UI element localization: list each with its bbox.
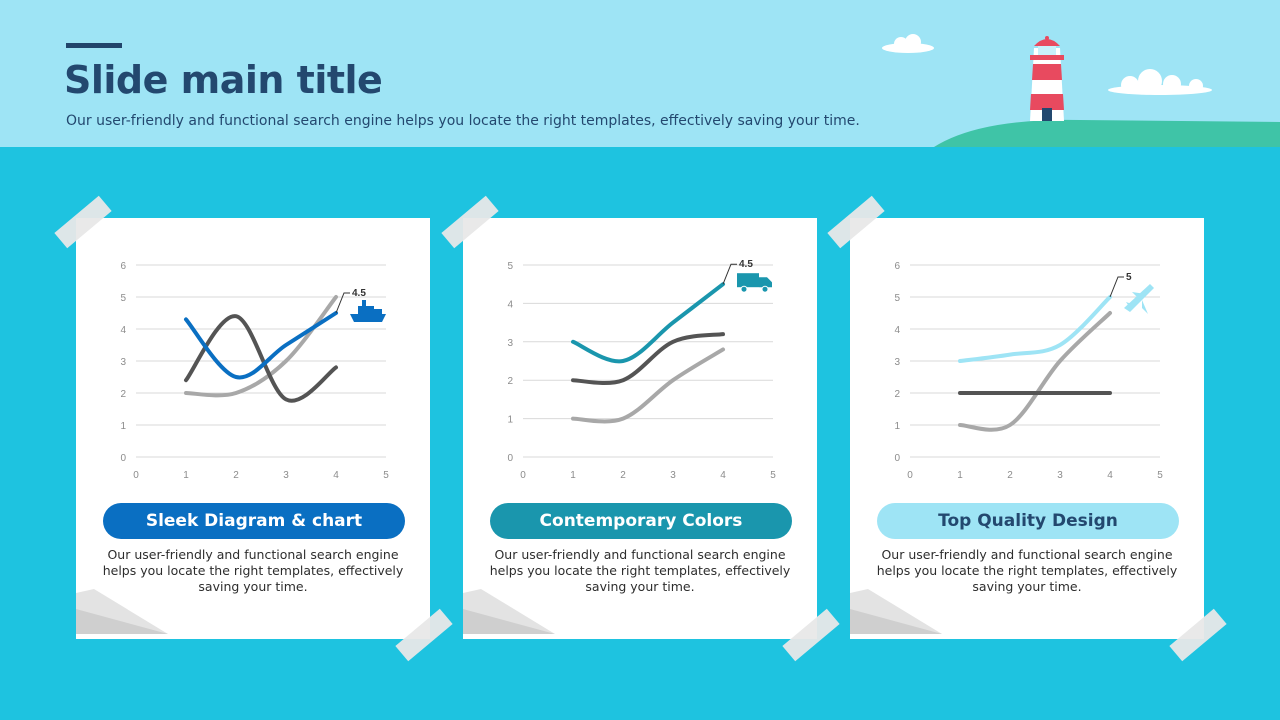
paper-curl xyxy=(76,589,168,634)
x-tick-label: 3 xyxy=(670,470,676,481)
y-tick-label: 2 xyxy=(894,389,900,400)
header-band: Slide main title Our user-friendly and f… xyxy=(0,0,1280,147)
lighthouse-icon xyxy=(1030,36,1064,121)
x-tick-label: 2 xyxy=(233,470,239,481)
x-tick-label: 0 xyxy=(520,470,526,481)
y-tick-label: 6 xyxy=(894,261,900,272)
card-contemporary-colors: 0 1 2 3 4 5 0 1 2 3 4 5 4.5 Contemporary Colors Our … xyxy=(463,218,817,639)
island-icon xyxy=(934,119,1280,147)
data-label: 4.5 xyxy=(352,288,366,299)
page-title: Slide main title xyxy=(64,58,383,102)
x-tick-label: 4 xyxy=(720,470,726,481)
series-line xyxy=(184,314,338,403)
paper-curl xyxy=(850,589,942,634)
cloud-icon xyxy=(1108,69,1212,95)
y-tick-label: 5 xyxy=(120,293,126,304)
card-description: Our user-friendly and functional search … xyxy=(876,547,1178,594)
card-title-pill: Contemporary Colors xyxy=(490,503,792,539)
title-accent-bar xyxy=(66,43,122,48)
y-tick-label: 6 xyxy=(120,261,126,272)
x-tick-label: 1 xyxy=(570,470,576,481)
airplane-icon xyxy=(1124,284,1154,314)
card-title: Contemporary Colors xyxy=(539,511,743,531)
x-tick-label: 1 xyxy=(183,470,189,481)
x-tick-label: 1 xyxy=(957,470,963,481)
paper-curl xyxy=(463,589,555,634)
cloud-icon xyxy=(882,34,934,53)
card-description: Our user-friendly and functional search … xyxy=(489,547,791,594)
ship-icon xyxy=(350,300,386,322)
x-tick-label: 4 xyxy=(333,470,339,481)
card-title: Sleek Diagram & chart xyxy=(145,511,363,531)
x-tick-label: 4 xyxy=(1107,470,1113,481)
y-tick-label: 5 xyxy=(894,293,900,304)
y-tick-label: 0 xyxy=(507,453,513,464)
x-tick-label: 2 xyxy=(620,470,626,481)
y-tick-label: 1 xyxy=(894,421,900,432)
page-subtitle: Our user-friendly and functional search … xyxy=(66,113,860,129)
x-tick-label: 3 xyxy=(283,470,289,481)
card-title-pill: Sleek Diagram & chart xyxy=(103,503,405,539)
x-tick-label: 5 xyxy=(770,470,776,481)
x-tick-label: 0 xyxy=(907,470,913,481)
y-tick-label: 0 xyxy=(120,453,126,464)
y-tick-label: 4 xyxy=(507,299,513,310)
y-tick-label: 2 xyxy=(120,389,126,400)
leader-line xyxy=(1109,276,1124,298)
card-title: Top Quality Design xyxy=(938,511,1118,531)
series-line xyxy=(958,295,1112,363)
data-label: 4.5 xyxy=(739,259,753,270)
x-tick-label: 2 xyxy=(1007,470,1013,481)
line-chart: 0 1 2 3 4 5 0 1 2 3 4 5 4.5 xyxy=(507,259,776,481)
leader-line xyxy=(335,292,350,314)
x-tick-label: 3 xyxy=(1057,470,1063,481)
card-title-pill: Top Quality Design xyxy=(877,503,1179,539)
truck-icon xyxy=(737,273,772,293)
y-tick-label: 0 xyxy=(894,453,900,464)
y-tick-label: 2 xyxy=(507,376,513,387)
y-tick-label: 1 xyxy=(507,415,513,426)
data-label: 5 xyxy=(1126,272,1132,283)
card-sleek-diagram: 0 1 2 3 4 5 6 0 1 2 3 4 5 4.5 Sleek Diagram & chart O… xyxy=(76,218,430,639)
y-tick-label: 3 xyxy=(120,357,126,368)
line-chart: 0 1 2 3 4 5 6 0 1 2 3 4 5 5 xyxy=(894,261,1163,481)
x-tick-label: 5 xyxy=(383,470,389,481)
y-tick-label: 1 xyxy=(120,421,126,432)
series-line xyxy=(184,311,338,380)
x-tick-label: 5 xyxy=(1157,470,1163,481)
series-line xyxy=(571,332,725,386)
card-description: Our user-friendly and functional search … xyxy=(102,547,404,594)
lighthouse-scene xyxy=(882,34,1280,147)
series-line xyxy=(571,282,725,364)
y-tick-label: 5 xyxy=(507,261,513,272)
y-tick-label: 3 xyxy=(507,338,513,349)
series-line xyxy=(184,295,338,398)
y-tick-label: 4 xyxy=(120,325,126,336)
card-top-quality-design: 0 1 2 3 4 5 6 0 1 2 3 4 5 5 Top Quality Design Our us… xyxy=(850,218,1204,639)
line-chart: 0 1 2 3 4 5 6 0 1 2 3 4 5 4.5 xyxy=(120,261,389,481)
y-tick-label: 4 xyxy=(894,325,900,336)
leader-line xyxy=(722,263,737,285)
x-tick-label: 0 xyxy=(133,470,139,481)
series-line xyxy=(958,311,1112,432)
y-tick-label: 3 xyxy=(894,357,900,368)
series-line xyxy=(571,347,725,424)
